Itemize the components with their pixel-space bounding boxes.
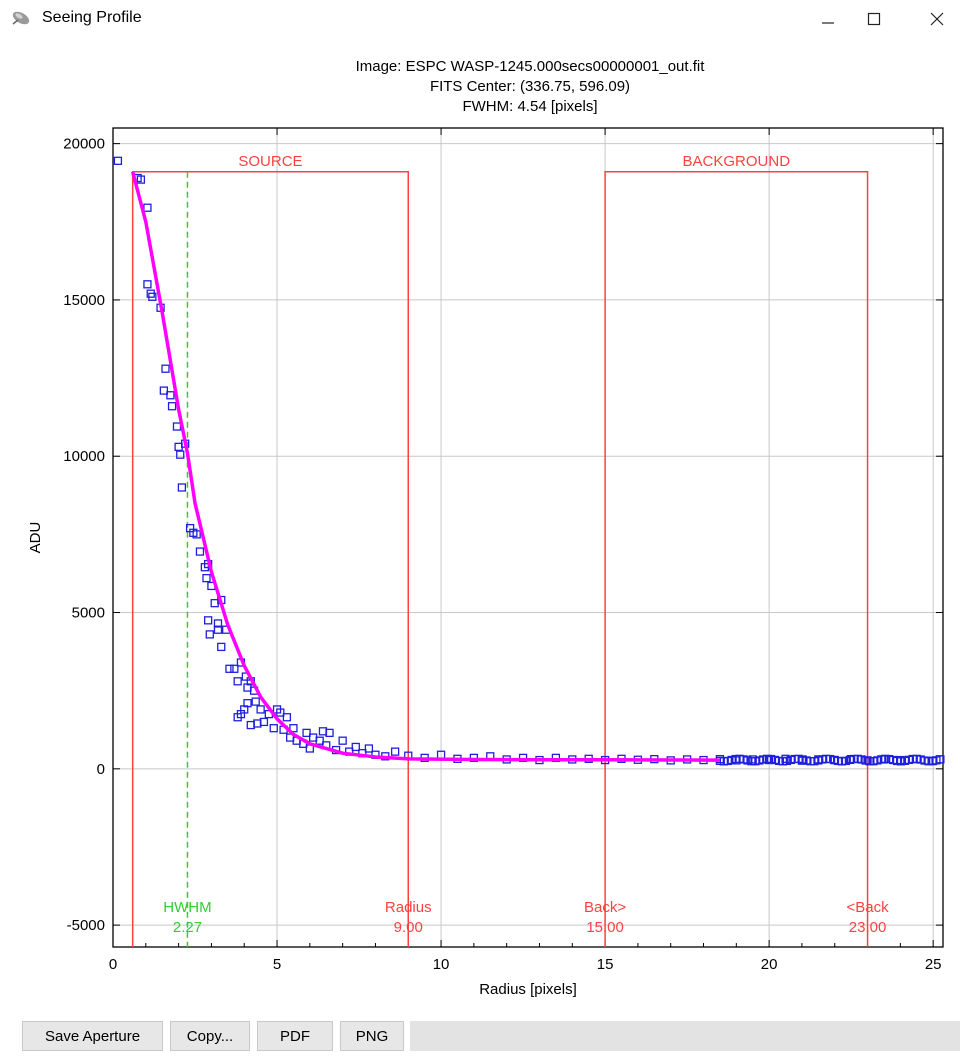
- data-points: [113, 156, 945, 766]
- data-point: [213, 619, 223, 628]
- x-tick-label: 25: [925, 956, 942, 973]
- data-point: [148, 292, 157, 301]
- minimize-button[interactable]: [805, 0, 851, 38]
- marker-value: 23.00: [849, 919, 887, 936]
- y-tick-label: 15000: [63, 292, 105, 309]
- aperture-region-label: SOURCE: [238, 153, 302, 170]
- data-point: [213, 625, 223, 634]
- marker-name: Back>: [584, 899, 626, 916]
- aperture-region-outline: [131, 171, 410, 947]
- x-axis-label: Radius [pixels]: [479, 981, 577, 998]
- seeing-profile-plot: Image: ESPC WASP-1245.000secs00000001_ou…: [0, 38, 960, 1013]
- y-tick-label: -5000: [67, 917, 105, 934]
- toolbar-filler: [410, 1021, 960, 1051]
- data-point: [256, 705, 265, 714]
- data-point: [143, 280, 152, 289]
- data-point: [143, 203, 152, 212]
- data-point: [351, 742, 360, 752]
- data-point: [282, 713, 292, 722]
- data-point: [159, 386, 168, 395]
- plot-frame: [112, 127, 944, 948]
- marker-name: Radius: [385, 899, 432, 916]
- bottom-toolbar: Save Aperture Copy... PDF PNG: [0, 1013, 960, 1059]
- data-point: [390, 747, 400, 756]
- data-point: [205, 630, 214, 639]
- data-point: [202, 573, 211, 583]
- x-tick-label: 10: [433, 956, 450, 973]
- aperture-region-label: BACKGROUND: [683, 153, 791, 170]
- x-tick-label: 5: [273, 956, 281, 973]
- data-point: [764, 755, 774, 765]
- marker-value: 15.00: [586, 919, 624, 936]
- y-tick-label: 20000: [63, 136, 105, 153]
- marker-value: 2.27: [173, 919, 202, 936]
- y-tick-label: 0: [97, 761, 105, 778]
- x-tick-label: 0: [109, 956, 117, 973]
- data-point: [243, 699, 252, 708]
- data-point: [251, 697, 260, 706]
- x-tick-label: 15: [597, 956, 614, 973]
- data-point: [325, 728, 334, 738]
- data-point: [172, 422, 182, 431]
- data-point: [936, 755, 945, 764]
- data-point: [289, 724, 298, 733]
- data-point: [195, 547, 205, 556]
- satellite-icon: [10, 8, 32, 28]
- data-point: [230, 664, 239, 673]
- data-point: [338, 736, 347, 745]
- data-point: [167, 402, 177, 411]
- chart-svg: Image: ESPC WASP-1245.000secs00000001_ou…: [27, 58, 945, 998]
- png-button[interactable]: PNG: [340, 1021, 404, 1051]
- marker-value: 9.00: [394, 919, 423, 936]
- y-tick-label: 10000: [63, 448, 105, 465]
- aperture-region-outline: [604, 171, 869, 947]
- data-point: [233, 677, 242, 686]
- data-point: [166, 391, 175, 400]
- close-icon: [929, 11, 945, 27]
- title-bar: Seeing Profile: [0, 0, 960, 38]
- data-point: [113, 156, 123, 165]
- data-point: [161, 364, 170, 373]
- fit-curve: [130, 171, 720, 762]
- data-point: [192, 530, 201, 539]
- data-point: [217, 642, 226, 652]
- data-point: [269, 724, 278, 733]
- marker-name: HWHM: [163, 899, 211, 916]
- copy-button[interactable]: Copy...: [170, 1021, 250, 1051]
- maximize-icon: [866, 11, 882, 27]
- data-point: [177, 483, 187, 492]
- data-point: [203, 616, 213, 625]
- y-tick-label: 5000: [72, 605, 105, 622]
- close-button[interactable]: [914, 0, 960, 38]
- data-point: [315, 736, 324, 745]
- data-point: [302, 728, 311, 738]
- minimize-icon: [820, 11, 836, 27]
- chart-title-line: Image: ESPC WASP-1245.000secs00000001_ou…: [356, 58, 706, 75]
- chart-title-line: FITS Center: (336.75, 596.09): [430, 78, 630, 95]
- window-title: Seeing Profile: [42, 9, 142, 26]
- save-aperture-button[interactable]: Save Aperture: [22, 1021, 163, 1051]
- data-point: [364, 744, 374, 753]
- data-point: [276, 708, 285, 717]
- chart-title-line: FWHM: 4.54 [pixels]: [462, 98, 597, 115]
- marker-name: <Back: [846, 899, 889, 916]
- pdf-button[interactable]: PDF: [257, 1021, 333, 1051]
- data-point: [253, 719, 262, 728]
- data-point: [225, 664, 234, 673]
- y-axis-label: ADU: [27, 522, 44, 554]
- x-tick-label: 20: [761, 956, 778, 973]
- maximize-button[interactable]: [851, 0, 897, 38]
- data-point: [176, 450, 185, 459]
- data-point: [136, 175, 146, 184]
